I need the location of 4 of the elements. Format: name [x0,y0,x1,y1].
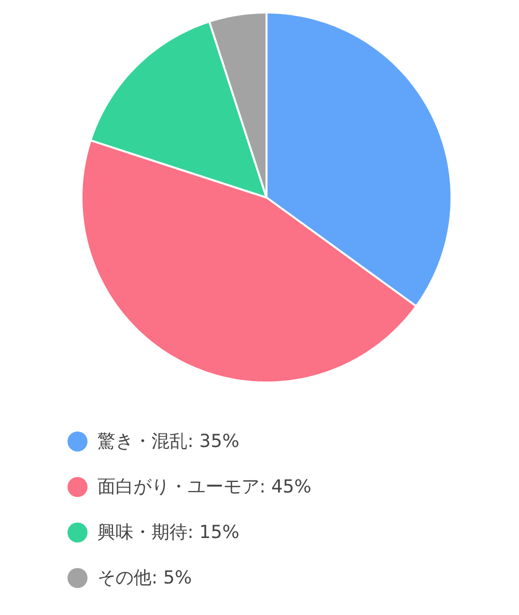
legend-label: その他: 5% [98,568,192,588]
legend-label: 興味・期待: 15% [98,522,240,543]
legend-label: 驚き・混乱: 35% [98,431,240,452]
legend-label: 面白がり・ユーモア: 45% [98,476,312,498]
